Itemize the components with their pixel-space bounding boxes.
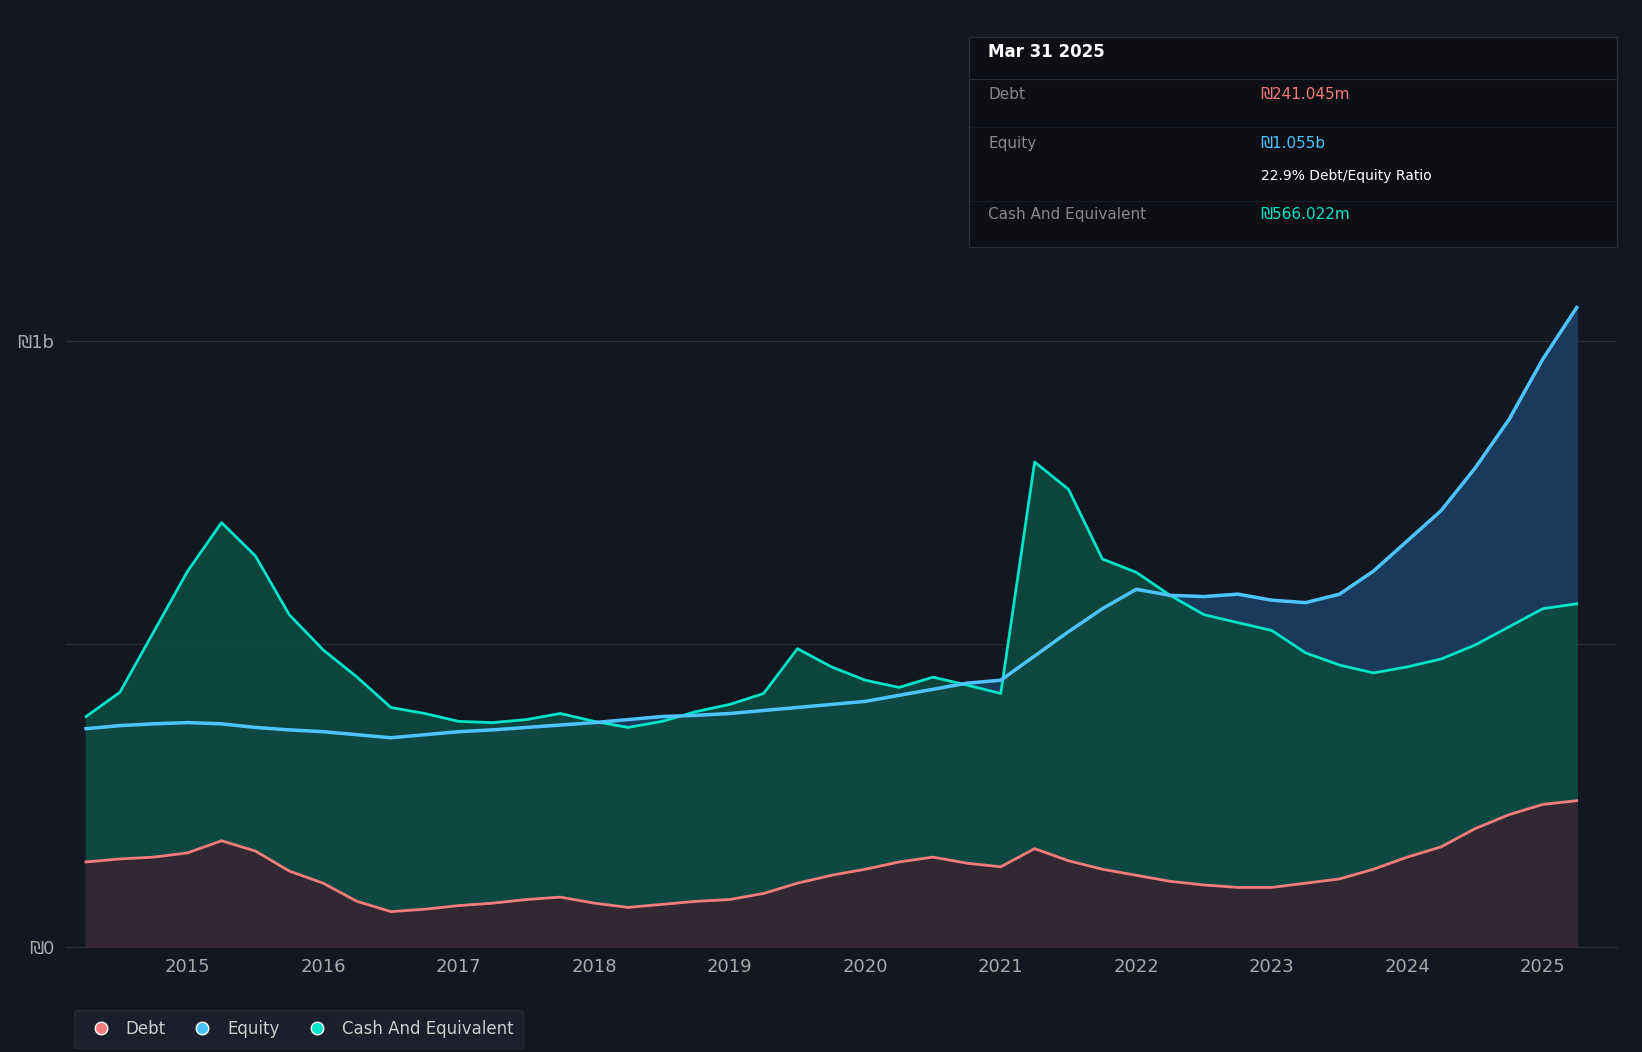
Text: 22.9% Debt/Equity Ratio: 22.9% Debt/Equity Ratio xyxy=(1261,169,1432,183)
Text: Equity: Equity xyxy=(988,136,1036,150)
Text: Debt: Debt xyxy=(988,87,1025,102)
Text: Cash And Equivalent: Cash And Equivalent xyxy=(988,207,1146,222)
Text: ₪241.045m: ₪241.045m xyxy=(1261,87,1350,102)
Legend: Debt, Equity, Cash And Equivalent: Debt, Equity, Cash And Equivalent xyxy=(74,1010,524,1048)
Text: Mar 31 2025: Mar 31 2025 xyxy=(988,43,1105,61)
Text: ₪1.055b: ₪1.055b xyxy=(1261,136,1325,150)
Text: ₪566.022m: ₪566.022m xyxy=(1261,207,1350,222)
